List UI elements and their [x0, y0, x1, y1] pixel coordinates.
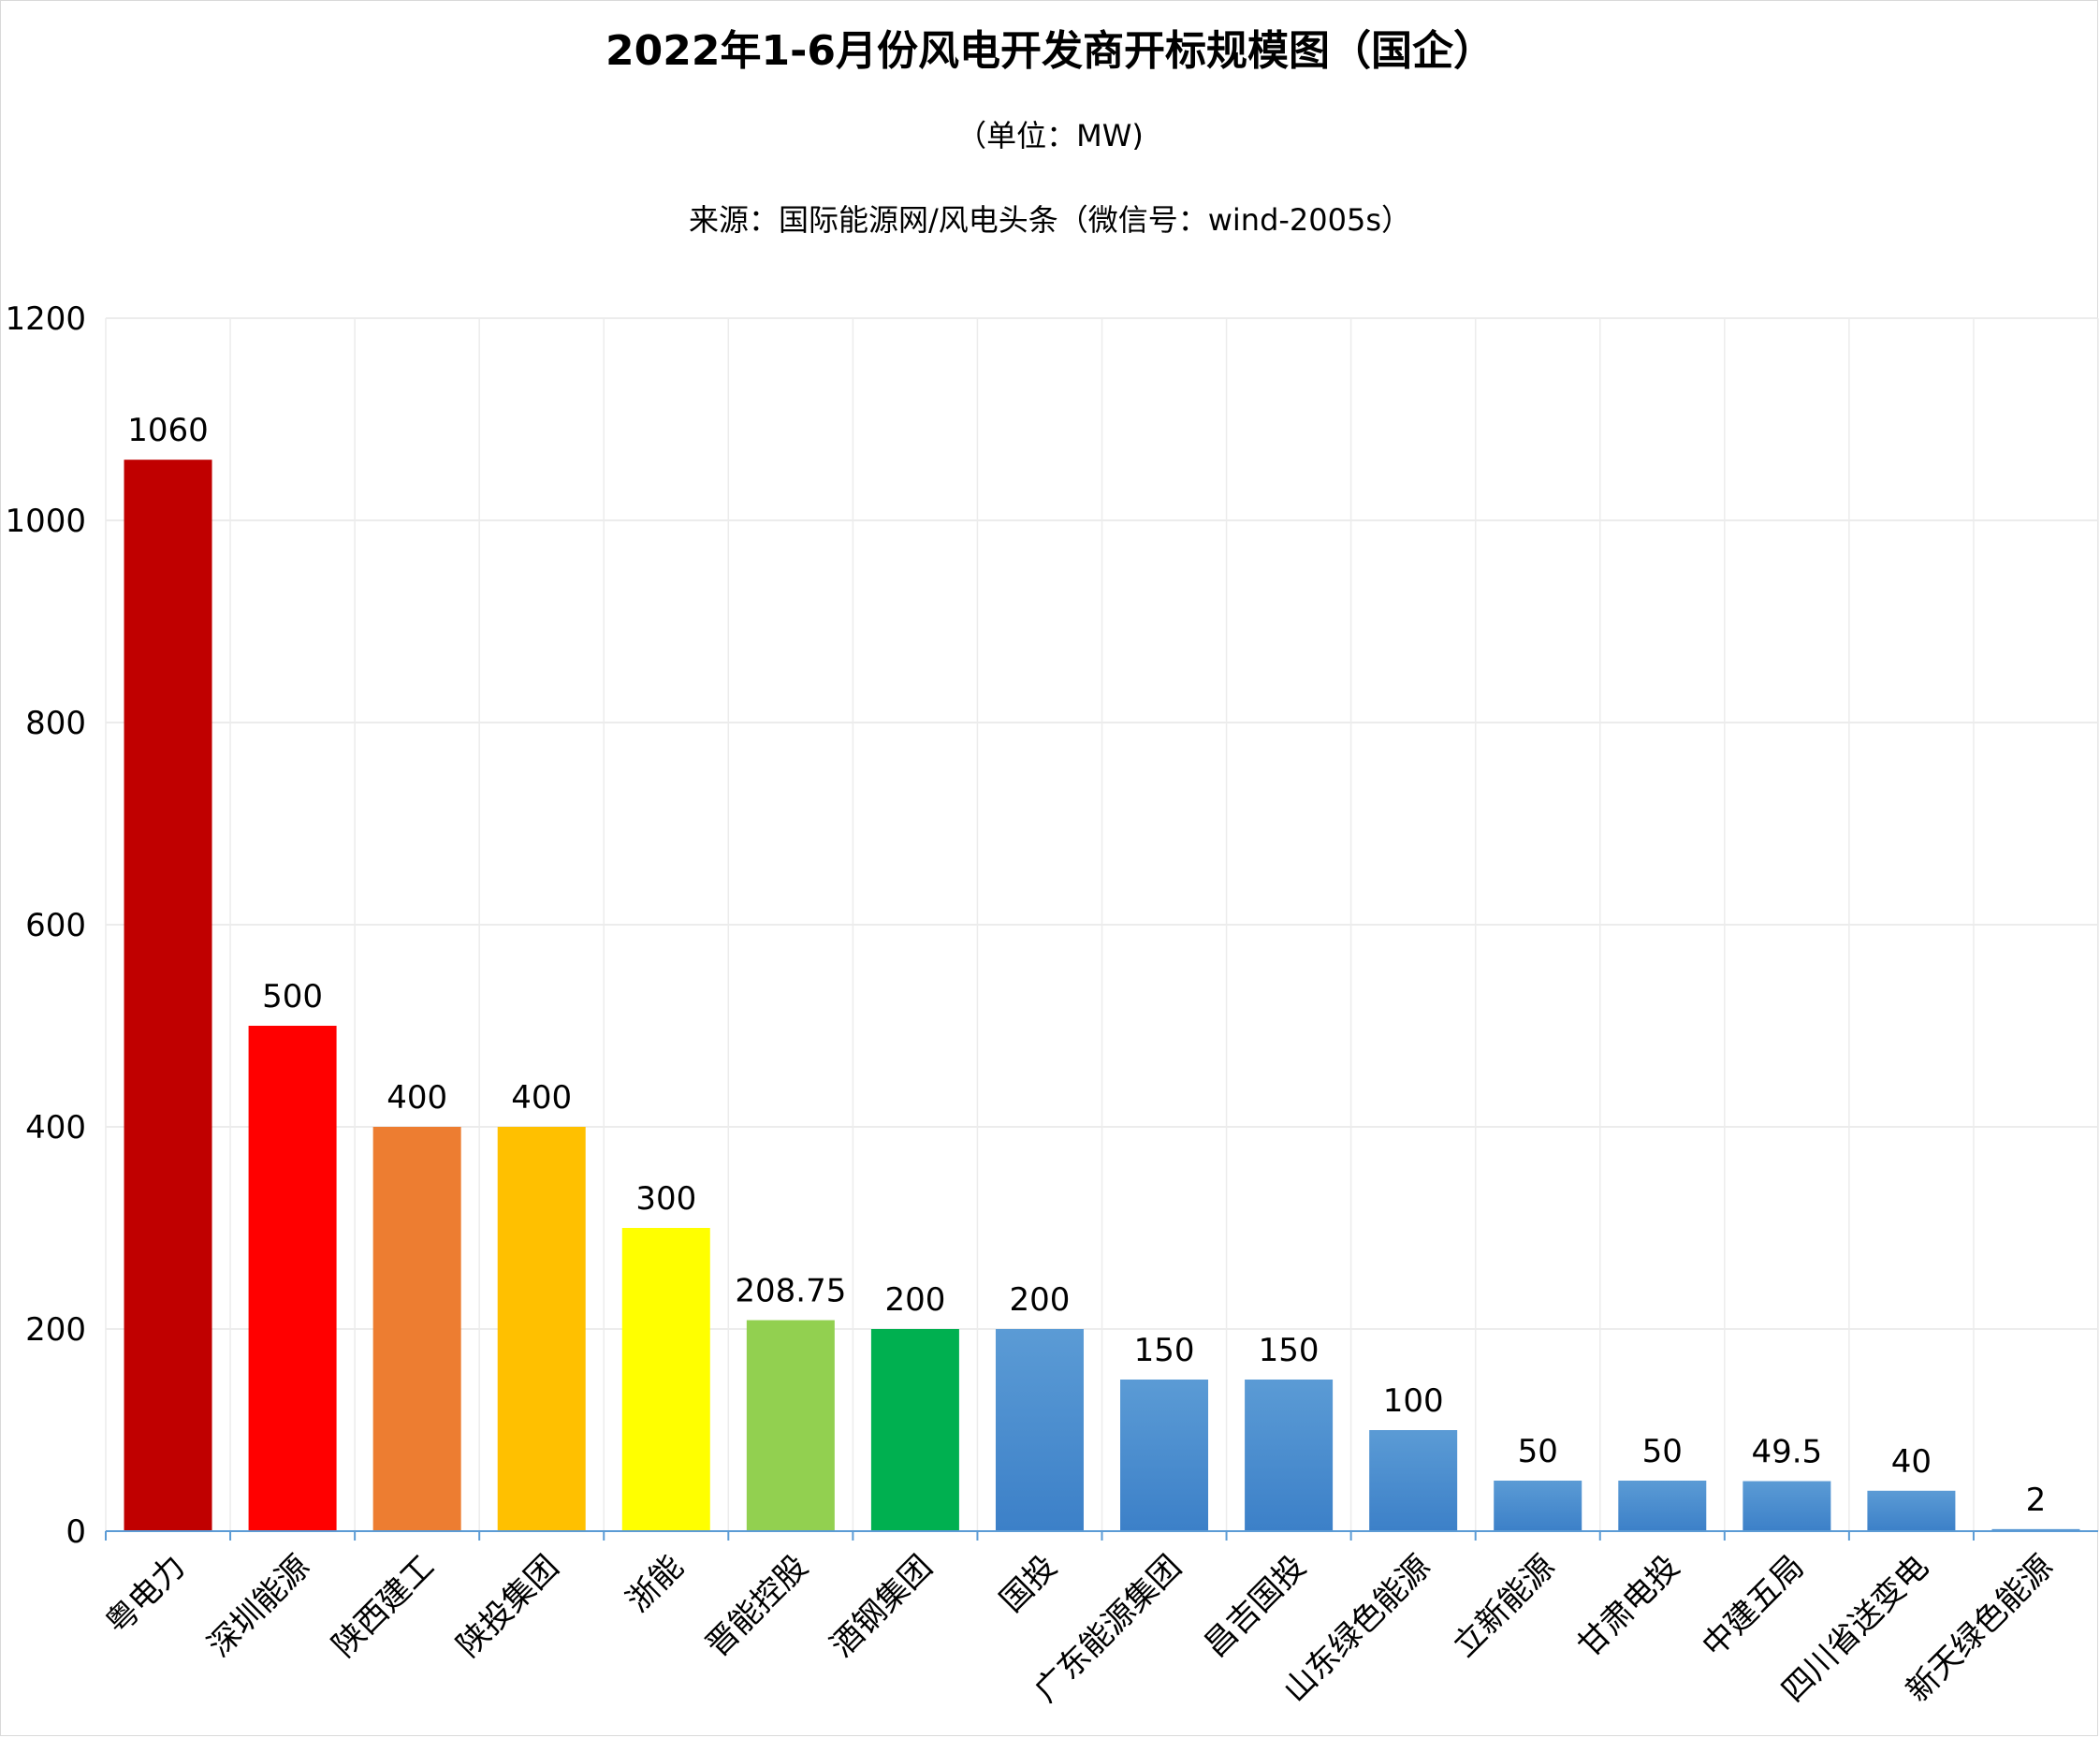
x-tick-label: 陕西建工: [326, 1548, 442, 1664]
data-label: 400: [386, 1079, 447, 1117]
x-tick-label: 甘肃电投: [1570, 1548, 1686, 1664]
x-tick-label: 陕投集团: [450, 1548, 566, 1664]
data-label: 40: [1891, 1443, 1932, 1481]
bar-粤电力: [124, 460, 212, 1532]
data-label: 100: [1383, 1382, 1444, 1420]
x-tick-label: 浙能: [620, 1548, 691, 1619]
bar-陕投集团: [497, 1127, 586, 1531]
y-axis-ticks: 0 200 400 600 800 1000 1200: [5, 300, 86, 1551]
data-label: 49.5: [1751, 1434, 1822, 1471]
data-label: 1060: [127, 412, 209, 449]
data-label: 2: [2026, 1482, 2047, 1519]
bars: [124, 460, 2080, 1532]
bar-立新能源: [1494, 1481, 1582, 1531]
bar-四川省送变电: [1867, 1490, 1956, 1531]
data-label: 500: [262, 978, 323, 1015]
bar-广东能源集团: [1120, 1380, 1209, 1531]
x-tick-label: 粤电力: [98, 1548, 192, 1642]
chart-unit-subtitle: （单位：MW): [956, 118, 1144, 153]
chart-title: 2022年1-6月份风电开发商开标规模图（国企）: [605, 27, 1495, 75]
data-label: 150: [1134, 1332, 1195, 1369]
y-tick-label: 0: [66, 1513, 86, 1551]
bar-国投: [995, 1329, 1084, 1531]
bar-昌吉国投: [1245, 1380, 1334, 1531]
bar-晋能控股: [746, 1320, 835, 1531]
data-labels: 1060 500 400 400 300 208.75 200 200 150 150 100 50 5…: [127, 412, 2046, 1519]
data-label: 50: [1518, 1433, 1558, 1470]
y-tick-label: 400: [25, 1109, 86, 1146]
bar-山东绿色能源: [1369, 1430, 1458, 1531]
x-tick-label: 晋能控股: [699, 1548, 815, 1664]
x-tick-label: 立新能源: [1446, 1548, 1562, 1664]
y-tick-label: 600: [25, 907, 86, 944]
x-tick-label: 中建五局: [1695, 1548, 1811, 1664]
y-tick-label: 1200: [5, 300, 86, 338]
x-tick-label: 国投: [993, 1548, 1064, 1619]
data-label: 208.75: [735, 1273, 846, 1310]
data-label: 150: [1259, 1332, 1320, 1369]
gridlines: [105, 317, 2099, 1531]
data-label: 200: [1010, 1281, 1071, 1319]
x-tick-label: 昌吉国投: [1197, 1548, 1313, 1664]
y-tick-label: 200: [25, 1311, 86, 1349]
bar-深圳能源: [248, 1026, 337, 1531]
bar-甘肃电投: [1618, 1481, 1707, 1531]
bar-新天绿色能源: [1991, 1528, 2080, 1531]
y-tick-label: 800: [25, 705, 86, 742]
data-label: 300: [635, 1180, 696, 1218]
bar-浙能: [621, 1228, 710, 1531]
bar-酒钢集团: [870, 1329, 959, 1531]
x-tick-label: 深圳能源: [201, 1548, 317, 1664]
chart-source-note: 来源：国际能源网/风电头条（微信号：wind-2005s）: [688, 202, 1412, 238]
x-tick-label: 酒钢集团: [824, 1548, 940, 1664]
data-label: 200: [884, 1281, 945, 1319]
y-tick-label: 1000: [5, 503, 86, 540]
data-label: 50: [1642, 1433, 1683, 1470]
data-label: 400: [511, 1079, 572, 1117]
bar-中建五局: [1743, 1481, 1831, 1531]
bar-陕西建工: [372, 1127, 461, 1531]
